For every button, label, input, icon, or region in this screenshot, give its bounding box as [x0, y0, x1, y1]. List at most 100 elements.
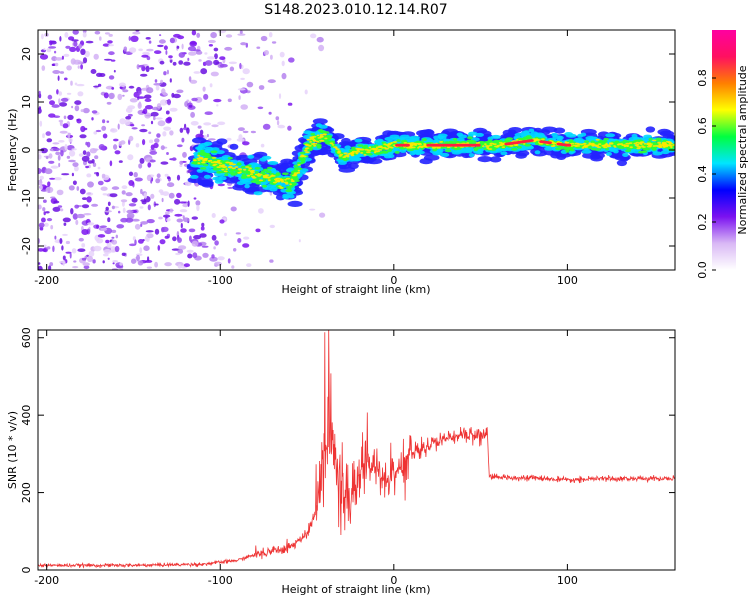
spectrogram-ridge-blob: [488, 144, 493, 147]
spectrogram-noise-blob: [237, 33, 246, 36]
spectrogram-noise-blob: [179, 201, 187, 204]
spectrogram-ridge-blob: [322, 133, 327, 136]
spectrogram-ridge-blob: [217, 159, 221, 162]
spectrogram-noise-blob: [48, 153, 53, 159]
spectrogram-noise-blob: [63, 222, 67, 226]
spectrogram-noise-blob: [183, 61, 191, 66]
spectrogram-noise-blob: [199, 233, 207, 238]
spectrogram-noise-blob: [42, 207, 46, 212]
spectrogram-noise-blob: [128, 135, 134, 142]
spectrogram-noise-blob: [117, 93, 123, 101]
spectrogram-noise-blob: [76, 213, 85, 219]
spectrogram-noise-blob: [258, 208, 264, 214]
spectrogram-noise-blob: [228, 61, 237, 65]
spectrogram-noise-blob: [144, 98, 152, 103]
spectrogram-noise-blob: [93, 53, 99, 60]
spectrogram-noise-blob: [276, 120, 280, 126]
spectrogram-noise-blob: [145, 230, 154, 233]
spectrogram-ridge-blob: [309, 137, 315, 140]
spectrogram-ridge-blob: [258, 179, 263, 182]
spectrogram-noise-blob: [169, 37, 175, 44]
spectrogram-noise-blob: [235, 232, 241, 235]
spectrogram-noise-blob: [107, 40, 113, 44]
spectrogram-noise-blob: [201, 222, 205, 227]
colorbar-tick-label: 0.2: [696, 213, 709, 231]
spectrogram-peak-blob: [547, 141, 552, 145]
spectrogram-noise-blob: [136, 96, 146, 99]
spectrogram-ridge-blob: [423, 129, 434, 136]
spectrogram-noise-blob: [43, 47, 46, 51]
spectrogram-noise-blob: [287, 125, 292, 131]
spectrogram-ridge-blob: [230, 173, 237, 176]
spectrogram-noise-blob: [82, 197, 87, 201]
spectrogram-ridge-blob: [197, 179, 214, 187]
spectrogram-ridge-blob: [466, 136, 473, 140]
spectrogram-ridge-blob: [218, 176, 227, 181]
spectrogram-noise-blob: [153, 142, 159, 149]
spectrogram-noise-blob: [92, 259, 96, 264]
spectrogram-ridge-blob: [248, 169, 251, 172]
spectrogram-noise-blob: [169, 78, 172, 83]
spectrogram-ridge-blob: [643, 142, 647, 145]
spectrogram-ridge-blob: [501, 146, 506, 149]
spectrogram-noise-blob: [51, 63, 55, 66]
spectrogram-ridge-blob: [246, 174, 251, 177]
spectrogram-ridge-blob: [313, 140, 317, 142]
spectrogram-noise-blob: [113, 69, 116, 73]
spectrogram-noise-blob: [70, 58, 76, 65]
spectrogram-noise-blob: [108, 75, 115, 80]
spectrogram-noise-blob: [72, 266, 79, 269]
spectrogram-noise-blob: [38, 265, 43, 270]
spectrogram-peak-blob: [476, 143, 481, 147]
spectrogram-ridge-blob: [555, 147, 563, 151]
spectrogram-noise-blob: [164, 235, 169, 239]
spectrogram-ridge-blob: [284, 178, 287, 181]
spectrogram-noise-blob: [147, 162, 152, 168]
spectrogram-noise-blob: [207, 56, 216, 60]
spectrogram-noise-blob: [309, 208, 316, 211]
spectrogram-noise-blob: [128, 203, 137, 207]
spectrogram-noise-blob: [77, 65, 80, 69]
spectrogram-noise-blob: [48, 160, 55, 164]
spectrogram-ridge-blob: [652, 139, 657, 142]
spectrogram-noise-blob: [59, 36, 62, 42]
spectrogram-ridge-blob: [629, 146, 633, 149]
spectrogram-ridge-blob: [662, 142, 667, 145]
spectrogram-ridge-blob: [638, 146, 642, 148]
spectrogram-ridge-blob: [482, 145, 485, 148]
spectrogram-noise-blob: [39, 54, 49, 60]
spectrogram-noise-blob: [54, 235, 57, 240]
spectrogram-noise-blob: [310, 33, 317, 39]
spectrogram-noise-blob: [119, 118, 126, 125]
spectrogram-noise-blob: [203, 122, 212, 126]
spectrogram-noise-blob: [101, 173, 106, 179]
spectrogram-noise-blob: [48, 265, 52, 270]
spectrogram-ridge-blob: [245, 166, 250, 168]
spectrogram-ridge-blob: [373, 151, 377, 154]
spectrogram-ridge-blob: [199, 143, 209, 147]
spectrogram-noise-blob: [155, 117, 163, 120]
spectrogram-noise-blob: [209, 256, 218, 262]
spectrogram-noise-blob: [79, 134, 87, 139]
spectrogram-noise-blob: [225, 34, 233, 38]
spectrogram-noise-blob: [122, 89, 129, 93]
spectrogram-noise-blob: [138, 163, 143, 169]
spectrogram-ridge-blob: [652, 145, 656, 147]
spectrogram-noise-blob: [128, 85, 135, 89]
spectrogram-x-label: Height of straight line (km): [281, 283, 430, 296]
spectrogram-noise-blob: [129, 243, 136, 247]
spectrogram-noise-blob: [136, 64, 140, 70]
spectrogram-noise-blob: [182, 217, 190, 223]
spectrogram-noise-blob: [85, 40, 94, 44]
spectrogram-noise-blob: [126, 209, 134, 214]
spectrogram-ridge-blob: [192, 159, 197, 162]
spectrogram-ridge-blob: [289, 183, 292, 186]
spectrogram-ridge-blob: [275, 172, 281, 176]
spectrogram-ridge-blob: [487, 136, 494, 141]
spectrogram-noise-blob: [49, 100, 55, 106]
spectrogram-noise-blob: [82, 107, 90, 114]
spectrogram-noise-blob: [83, 127, 88, 131]
spectrogram-noise-blob: [112, 262, 115, 265]
spectrogram-ridge-blob: [287, 167, 295, 172]
